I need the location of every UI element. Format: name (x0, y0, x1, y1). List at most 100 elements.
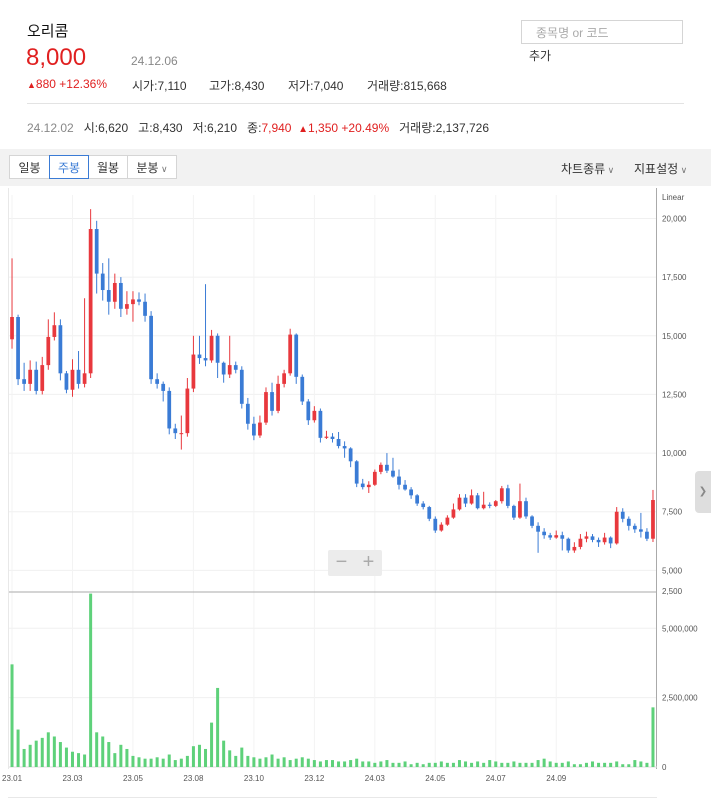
candle-body (590, 536, 595, 540)
candle-body (499, 488, 504, 502)
candle-body (221, 362, 226, 375)
tab-weekly[interactable]: 주봉 (49, 155, 89, 179)
volume-bar (77, 753, 81, 767)
candle-body (639, 529, 643, 532)
candle-body (463, 497, 468, 504)
candle-body (52, 325, 57, 337)
price-tick-label: 17,500 (662, 273, 687, 282)
search-input[interactable] (534, 22, 678, 44)
candle-body (354, 461, 359, 484)
volume-bar (506, 762, 510, 767)
volume-bar (518, 762, 522, 767)
tab-daily[interactable]: 일봉 (9, 155, 50, 179)
chevron-down-icon: ∨ (158, 164, 168, 174)
volume-bar (343, 761, 347, 767)
candle-body (632, 525, 637, 530)
zoom-in-button[interactable]: + (362, 551, 375, 573)
indicator-settings-menu[interactable]: 지표설정 ∨ (634, 160, 687, 177)
volume-bar (258, 758, 262, 767)
volume-bar (331, 760, 334, 767)
chevron-down-icon: ∨ (678, 165, 688, 175)
volume-bar (349, 760, 353, 767)
scale-label: Linear (662, 193, 685, 202)
volume-bar (28, 744, 32, 767)
candle-body (76, 369, 81, 384)
add-button[interactable]: 추가 (529, 49, 552, 63)
candle-body (427, 507, 432, 519)
candle-body (318, 410, 323, 438)
candle-body (252, 423, 256, 436)
volume-bar (240, 747, 244, 767)
chart-type-label: 차트종류 (561, 162, 606, 176)
volume-bar (488, 760, 492, 767)
volume-bar (252, 757, 256, 767)
candle-body (548, 535, 553, 538)
open-label: 시가 (132, 79, 155, 93)
candle-body (596, 539, 601, 543)
volume-bar (40, 737, 44, 767)
volume-bar (385, 760, 389, 767)
candle-body (524, 501, 528, 517)
volume-bar (464, 761, 468, 767)
volume-bar (512, 761, 516, 767)
volume-bar (560, 762, 564, 767)
tab-minute[interactable]: 분봉 ∨ (127, 155, 177, 179)
candle-body (143, 301, 147, 316)
volume-bar (191, 746, 195, 767)
candle-body (481, 504, 486, 509)
candle-body (112, 282, 117, 302)
side-panel-toggle[interactable]: ❯ (695, 471, 711, 513)
candle-body (518, 501, 522, 518)
candle-body (167, 390, 172, 429)
volume-bar (10, 664, 14, 767)
volume-bar (415, 762, 419, 767)
high-value: 8,430 (234, 79, 265, 93)
candle-body (185, 388, 190, 434)
prev-date: 24.12.02 (27, 121, 74, 135)
volume-bar (572, 764, 576, 767)
chart-type-menu[interactable]: 차트종류 ∨ (561, 160, 614, 177)
prev-low-label: 저 (192, 121, 204, 135)
volume-bar (246, 755, 250, 767)
volume-bar (288, 760, 292, 767)
x-tick-label: 23.05 (123, 774, 144, 783)
volume-bar (113, 753, 117, 767)
open-stat: 시가:7,110 (132, 79, 187, 93)
volume-bar (494, 761, 498, 767)
candle-body (173, 428, 178, 434)
volume-bar (282, 757, 286, 767)
volume-bar (603, 762, 607, 767)
up-arrow-icon: ▲ (27, 80, 36, 90)
candle-body (578, 538, 583, 547)
candle-body (512, 505, 516, 518)
prev-high-label: 고 (138, 121, 150, 135)
volume-bar (409, 764, 413, 767)
candle-body (330, 436, 335, 440)
candle-body (270, 392, 274, 411)
candle-body (451, 509, 456, 518)
stock-name: 오리콤 (27, 23, 69, 40)
candle-body (245, 403, 250, 424)
volume-bar (318, 761, 322, 767)
volume-bar (216, 687, 220, 767)
volume-bar (89, 593, 93, 767)
prev-close: 7,940 (261, 121, 292, 135)
candle-body (554, 535, 559, 538)
candle-body (445, 517, 450, 525)
candle-body (282, 373, 287, 384)
high-stat: 고가:8,430 (209, 79, 265, 93)
zoom-out-button[interactable]: − (335, 551, 348, 573)
prev-volume-label: 거래량 (399, 121, 433, 135)
volume-bar (530, 762, 534, 767)
price-tick-label: 20,000 (662, 214, 687, 223)
candle-body (614, 511, 619, 544)
volume-label: 거래량 (367, 79, 401, 93)
volume-bar (524, 762, 528, 767)
volume-bar (584, 762, 588, 767)
x-tick-label: 23.03 (62, 774, 83, 783)
change-value: 880 +12.36% (35, 77, 107, 91)
candle-body (469, 495, 474, 504)
candle-body (288, 334, 293, 374)
high-label: 고가 (209, 79, 232, 93)
